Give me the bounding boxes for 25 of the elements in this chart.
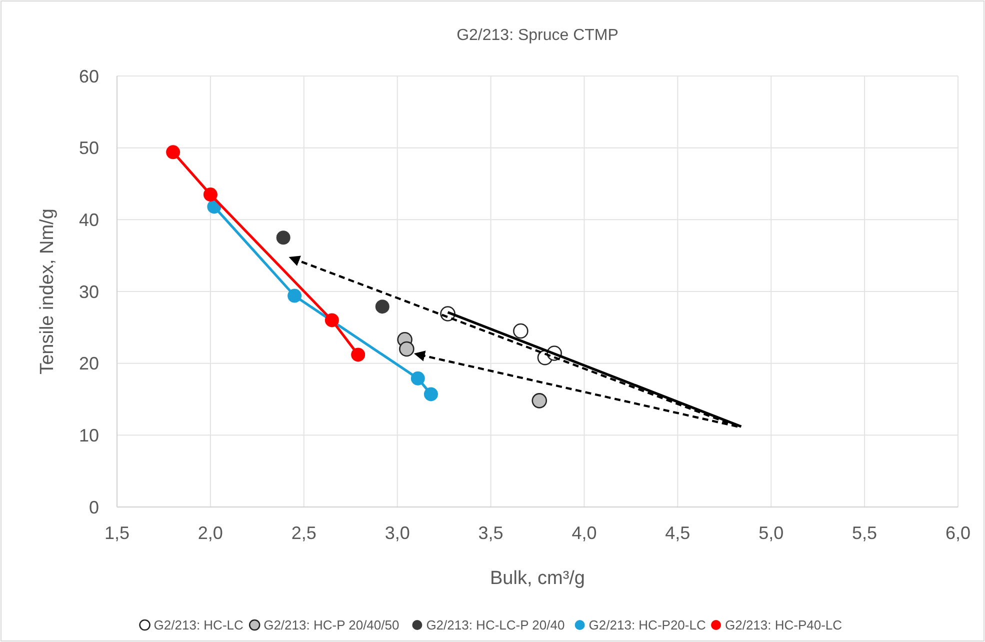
x-tick-label: 6,0 bbox=[945, 523, 971, 543]
y-tick-label: 60 bbox=[78, 66, 99, 86]
legend-label: G2/213: HC-LC-P 20/40 bbox=[426, 618, 565, 633]
y-tick-label: 30 bbox=[78, 282, 99, 302]
x-tick-label: 4,5 bbox=[665, 523, 690, 543]
legend-label: G2/213: HC-P 20/40/50 bbox=[264, 618, 400, 633]
x-tick-label: 2,0 bbox=[198, 523, 223, 543]
x-tick-label: 4,0 bbox=[572, 523, 597, 543]
legend-label: G2/213: HC-LC bbox=[154, 618, 244, 633]
x-tick-label: 3,5 bbox=[478, 523, 504, 543]
y-tick-label: 20 bbox=[78, 354, 99, 374]
x-tick-label: 5,5 bbox=[852, 523, 878, 543]
y-tick-label: 0 bbox=[88, 497, 99, 518]
y-axis-title: Tensile index, Nm/g bbox=[37, 208, 58, 374]
x-tick-label: 3,0 bbox=[384, 523, 410, 543]
x-tick-label: 1,5 bbox=[104, 523, 130, 543]
x-axis-title: Bulk, cm³/g bbox=[490, 568, 586, 589]
legend-label: G2/213: HC-P40-LC bbox=[725, 618, 842, 633]
chart-title: G2/213: Spruce CTMP bbox=[456, 27, 618, 44]
legend-label: G2/213: HC-P20-LC bbox=[588, 618, 706, 633]
x-tick-label: 2,5 bbox=[291, 523, 316, 543]
y-tick-label: 10 bbox=[78, 425, 99, 446]
y-tick-label: 50 bbox=[78, 138, 99, 158]
x-tick-label: 5,0 bbox=[758, 523, 784, 543]
y-tick-label: 40 bbox=[78, 210, 99, 230]
